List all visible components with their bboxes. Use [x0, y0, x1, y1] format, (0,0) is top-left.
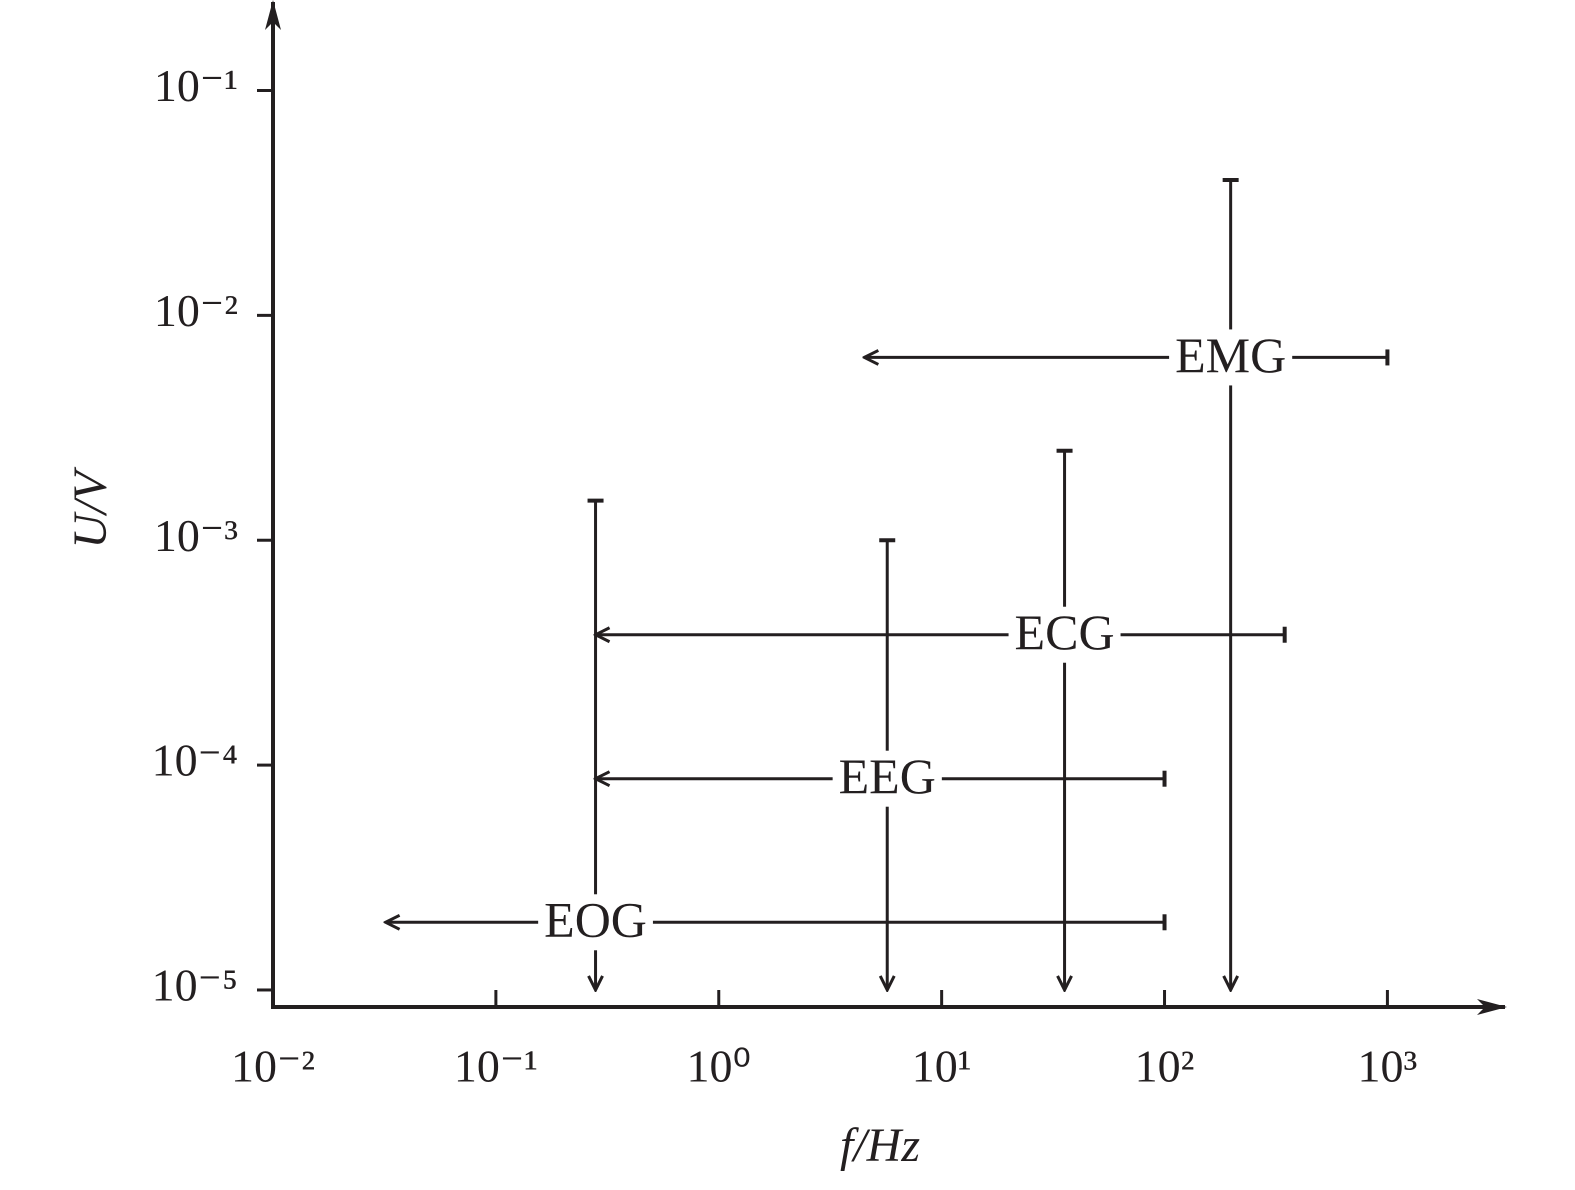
series-label: EOG — [544, 892, 647, 948]
y-tick-label: 10⁻³ — [154, 510, 238, 561]
label-background — [832, 750, 942, 807]
x-tick-label: 10⁰ — [687, 1041, 751, 1092]
label-background — [1008, 606, 1121, 663]
y-tick-label: 10⁻² — [154, 285, 238, 336]
series-label: EMG — [1175, 327, 1286, 383]
y-tick-label: 10⁻⁵ — [152, 960, 238, 1011]
x-axis-label: f/Hz — [840, 1119, 920, 1172]
series-label-group: EMG — [1169, 327, 1293, 386]
x-tick-label: 10³ — [1358, 1041, 1418, 1092]
series-label-group: EOG — [538, 892, 653, 951]
y-axis-label: U/V — [64, 467, 117, 549]
y-tick-label: 10⁻⁴ — [152, 735, 238, 786]
x-tick-label: 10² — [1135, 1041, 1195, 1092]
label-background — [538, 894, 653, 951]
y-tick-label: 10⁻¹ — [154, 60, 238, 111]
series-label-group: EEG — [832, 748, 942, 807]
x-tick-label: 10⁻² — [231, 1041, 315, 1092]
series-label: ECG — [1015, 604, 1115, 660]
x-tick-label: 10¹ — [912, 1041, 972, 1092]
x-tick-label: 10⁻¹ — [454, 1041, 538, 1092]
label-background — [1169, 329, 1293, 386]
series-label-group: ECG — [1008, 604, 1121, 663]
series-label: EEG — [839, 748, 936, 804]
